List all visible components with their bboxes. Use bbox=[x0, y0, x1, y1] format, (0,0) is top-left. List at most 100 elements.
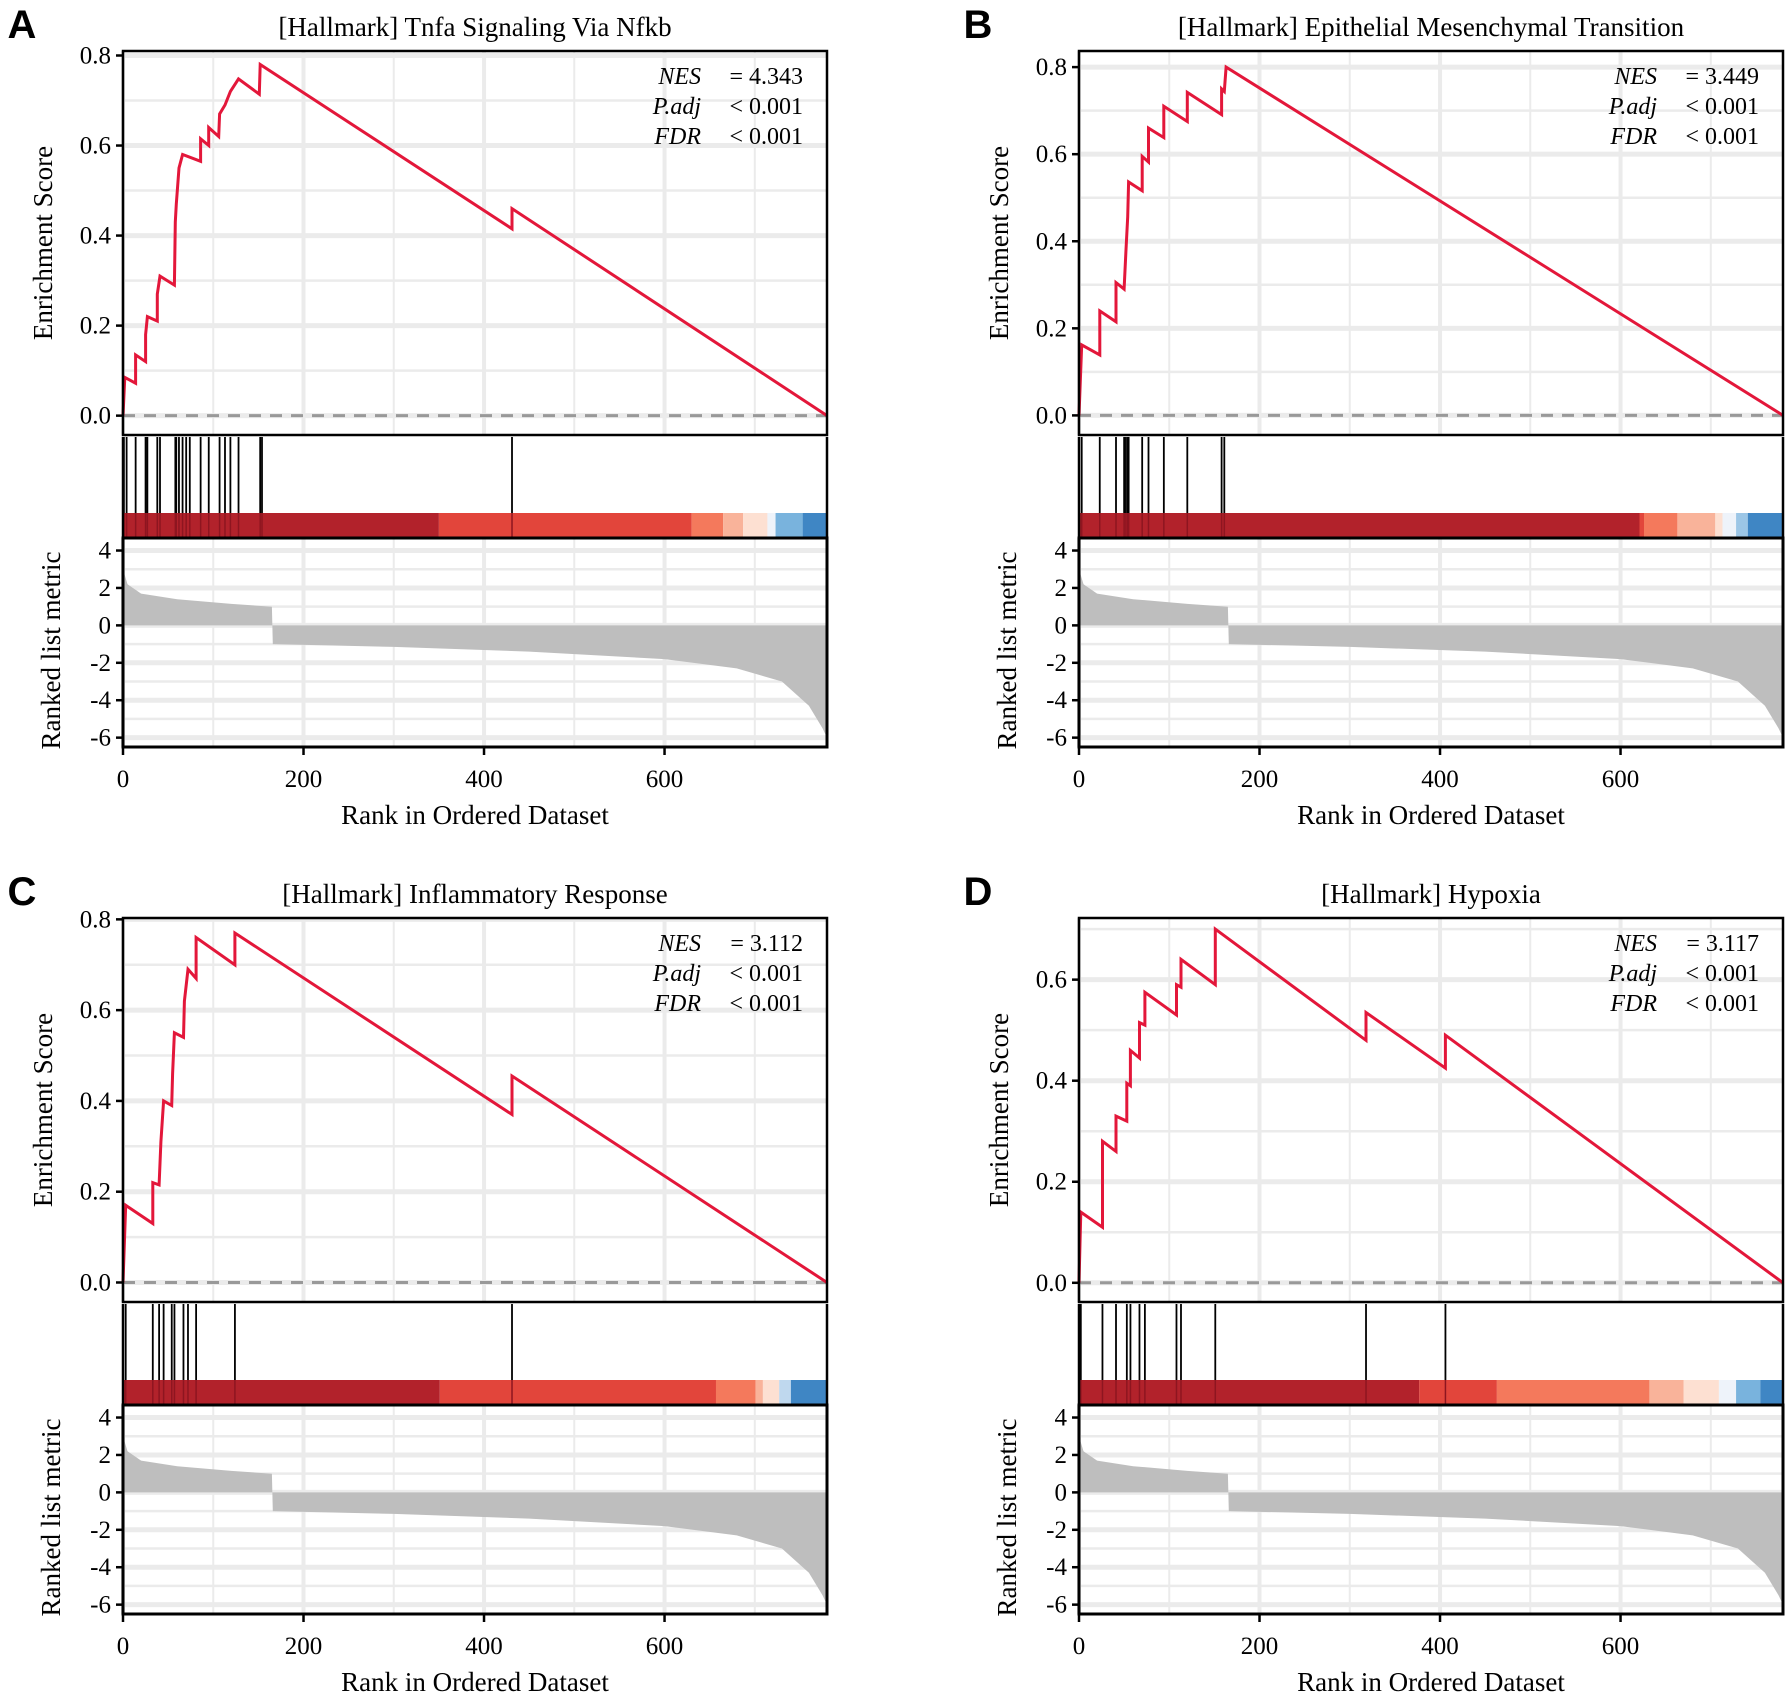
metric-tick-label: -4 bbox=[90, 1554, 111, 1581]
x-tick-label: 0 bbox=[1073, 766, 1086, 793]
es-tick-label: 0.4 bbox=[80, 1088, 112, 1115]
es-tick-label: 0.8 bbox=[80, 43, 111, 70]
enrichment-score-curve bbox=[1077, 64, 1784, 417]
stat-label: P.adj bbox=[652, 961, 702, 987]
es-tick-label: 0.2 bbox=[1036, 1169, 1067, 1196]
stat-label: P.adj bbox=[1608, 961, 1658, 987]
metric-tick-label: -6 bbox=[1046, 725, 1067, 752]
es-tick-label: 0.8 bbox=[80, 906, 111, 933]
x-tick-label: 400 bbox=[465, 1633, 503, 1660]
es-plot-frame bbox=[121, 49, 829, 437]
stat-value: = 3.449 bbox=[1685, 64, 1759, 90]
rank-color-segment bbox=[1649, 1380, 1684, 1405]
rank-color-segment bbox=[1715, 513, 1723, 538]
metric-axis-label: Ranked list metric bbox=[992, 552, 1022, 750]
rank-color-segment bbox=[723, 513, 744, 538]
metric-plot-frame bbox=[1077, 536, 1785, 749]
stat-label: NES bbox=[657, 931, 701, 957]
x-tick-label: 200 bbox=[1241, 1633, 1279, 1660]
stat-label: FDR bbox=[1609, 991, 1657, 1017]
x-tick-label: 0 bbox=[117, 766, 130, 793]
rank-color-segment bbox=[1718, 1380, 1737, 1405]
x-tick-label: 400 bbox=[1421, 1633, 1459, 1660]
metric-tick-label: -2 bbox=[90, 1517, 111, 1544]
gsea-panel-d: D [Hallmark] Hypoxia 0.0 0.2 0.4 0.6 -6 -4 -2 0 2 4… bbox=[964, 870, 1785, 1695]
metric-tick-label: 0 bbox=[1055, 1479, 1068, 1506]
stat-value: < 0.001 bbox=[729, 961, 803, 987]
rank-color-segment bbox=[755, 1380, 763, 1405]
gridlines bbox=[1077, 51, 1783, 747]
x-tick-label: 600 bbox=[646, 766, 684, 793]
metric-tick-label: 0 bbox=[99, 1479, 112, 1506]
es-tick-label: 0.6 bbox=[80, 997, 111, 1024]
enrichment-score-curve bbox=[121, 61, 828, 417]
rank-color-segment bbox=[691, 513, 724, 538]
rank-color-segment bbox=[767, 513, 776, 538]
es-tick-label: 0.4 bbox=[1036, 228, 1068, 255]
stat-label: FDR bbox=[1609, 124, 1657, 150]
rank-color-segment bbox=[123, 513, 439, 538]
metric-tick-label: 4 bbox=[99, 538, 112, 565]
rank-color-segment bbox=[1496, 1380, 1650, 1405]
es-tick-label: 0.0 bbox=[1036, 402, 1067, 429]
x-tick-label: 0 bbox=[1073, 1633, 1086, 1660]
es-tick-label: 0.6 bbox=[1036, 967, 1067, 994]
rank-color-segment bbox=[1722, 513, 1737, 538]
es-plot-frame bbox=[121, 916, 829, 1304]
enrichment-score-curve bbox=[1077, 926, 1784, 1285]
x-tick-label: 600 bbox=[646, 1633, 684, 1660]
ranked-metric-area bbox=[123, 1436, 827, 1605]
metric-tick-label: 2 bbox=[99, 1442, 112, 1469]
metric-tick-label: 2 bbox=[99, 575, 112, 602]
rank-color-segment bbox=[1677, 513, 1716, 538]
x-axis-label: Rank in Ordered Dataset bbox=[341, 800, 609, 830]
es-axis-label: Enrichment Score bbox=[984, 1013, 1014, 1207]
es-tick-label: 0.2 bbox=[1036, 315, 1067, 342]
gsea-panel-b: B [Hallmark] Epithelial Mesenchymal Trans… bbox=[964, 3, 1785, 830]
rank-color-segment bbox=[1760, 1380, 1783, 1405]
chart-title: [Hallmark] Hypoxia bbox=[1321, 879, 1541, 909]
stat-value: < 0.001 bbox=[1685, 94, 1759, 120]
stat-value: = 3.117 bbox=[1686, 931, 1759, 957]
metric-tick-label: -6 bbox=[90, 725, 111, 752]
ranked-metric-area bbox=[1079, 569, 1783, 738]
x-tick-label: 200 bbox=[1241, 766, 1279, 793]
chart-title: [Hallmark] Tnfa Signaling Via Nfkb bbox=[278, 12, 671, 42]
stat-value: = 3.112 bbox=[730, 931, 803, 957]
ranked-metric-area bbox=[123, 569, 827, 738]
es-tick-label: 0.4 bbox=[1036, 1068, 1068, 1095]
stat-label: NES bbox=[1613, 64, 1657, 90]
es-tick-label: 0.2 bbox=[80, 313, 111, 340]
rank-color-segment bbox=[779, 1380, 791, 1405]
rank-color-segment bbox=[1639, 513, 1645, 538]
x-axis-label: Rank in Ordered Dataset bbox=[1297, 1667, 1565, 1695]
rank-color-segment bbox=[1644, 513, 1678, 538]
x-tick-label: 600 bbox=[1602, 1633, 1640, 1660]
rank-color-segment bbox=[802, 513, 827, 538]
rank-color-segment bbox=[743, 513, 768, 538]
x-tick-label: 400 bbox=[1421, 766, 1459, 793]
rank-color-segment bbox=[1079, 513, 1640, 538]
metric-tick-label: -2 bbox=[1046, 1517, 1067, 1544]
es-axis-label: Enrichment Score bbox=[28, 1013, 58, 1207]
metric-tick-label: -4 bbox=[90, 687, 111, 714]
metric-plot-frame bbox=[121, 1403, 829, 1616]
metric-tick-label: 2 bbox=[1055, 1442, 1068, 1469]
enrichment-score-curve bbox=[121, 930, 828, 1284]
gsea-panel-c: C [Hallmark] Inflammatory Response 0.0 0.2 0… bbox=[8, 870, 829, 1695]
panel-letter: C bbox=[8, 870, 37, 914]
metric-axis-label: Ranked list metric bbox=[992, 1419, 1022, 1617]
metric-tick-label: -6 bbox=[1046, 1592, 1067, 1619]
rank-color-segment bbox=[775, 513, 803, 538]
stat-label: P.adj bbox=[652, 94, 702, 120]
metric-tick-label: 0 bbox=[1055, 612, 1068, 639]
stat-value: < 0.001 bbox=[729, 94, 803, 120]
x-tick-label: 200 bbox=[285, 1633, 323, 1660]
rank-color-segment bbox=[1747, 513, 1783, 538]
metric-tick-label: 4 bbox=[1055, 1405, 1068, 1432]
rank-color-segment bbox=[762, 1380, 780, 1405]
x-axis-label: Rank in Ordered Dataset bbox=[1297, 800, 1565, 830]
es-plot-frame bbox=[1077, 49, 1785, 437]
x-tick-label: 600 bbox=[1602, 766, 1640, 793]
